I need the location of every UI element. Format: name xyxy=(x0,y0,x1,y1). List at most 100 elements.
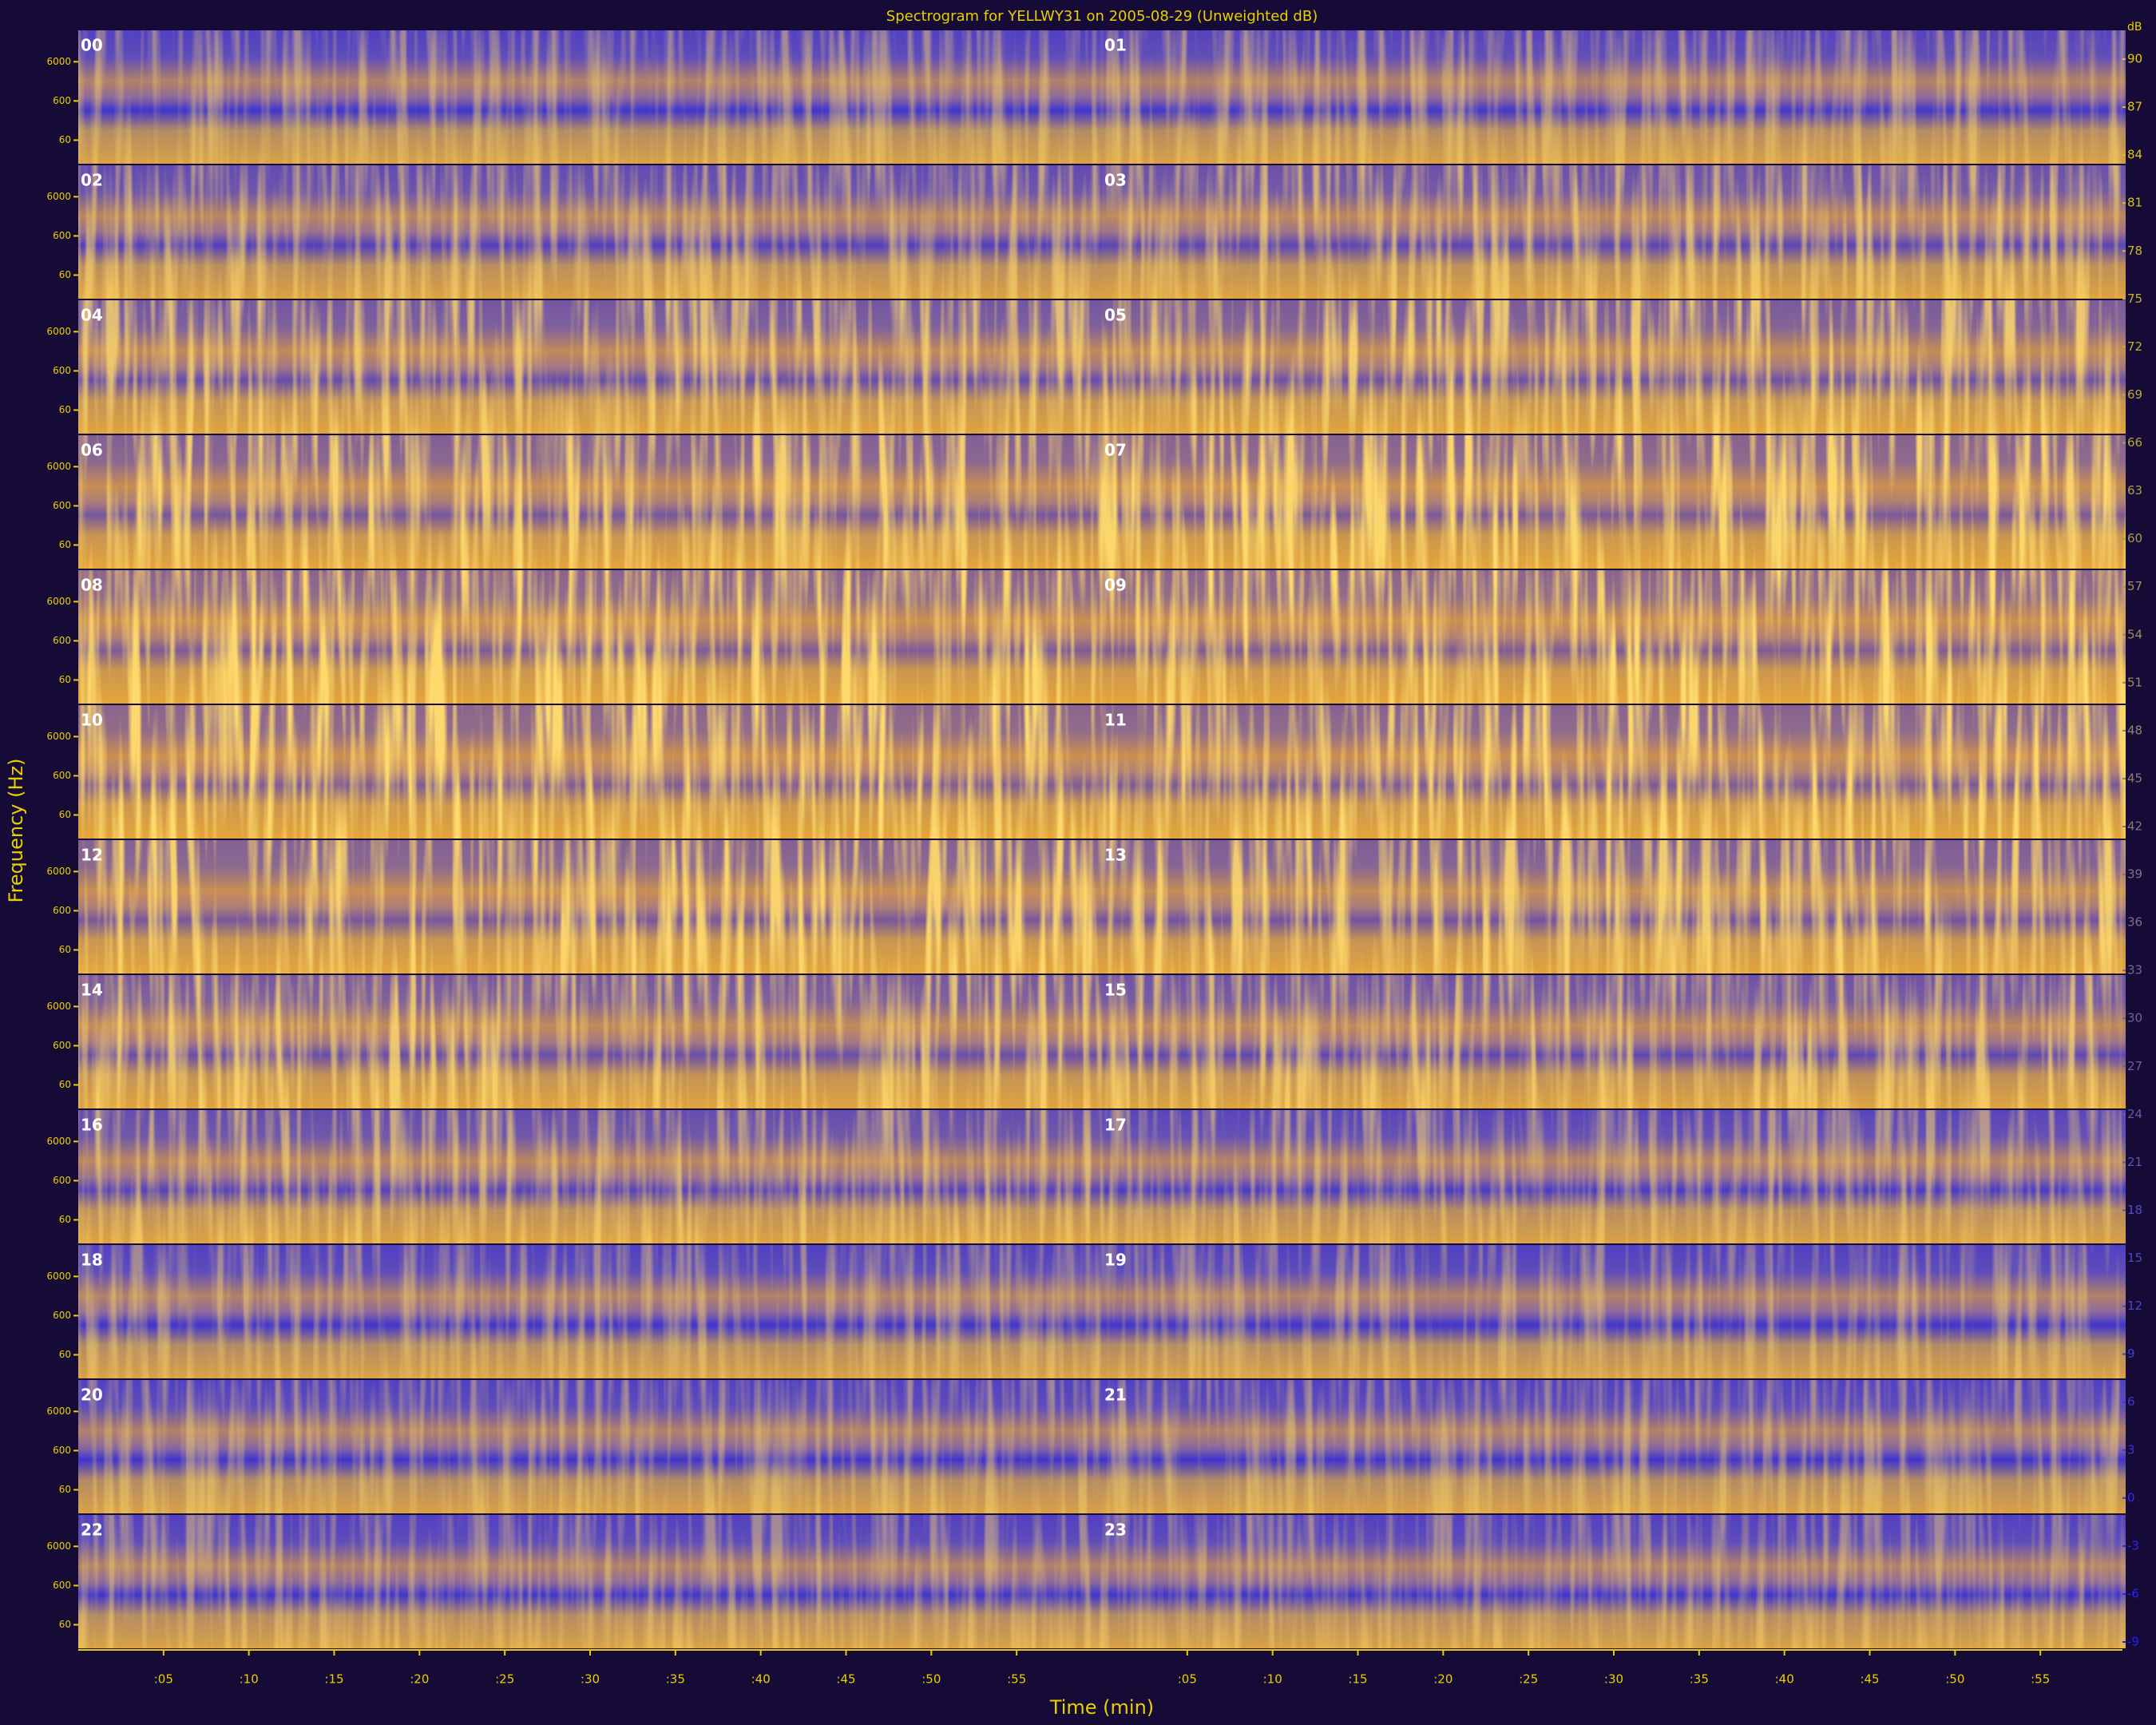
spectrogram-texture xyxy=(1102,1380,2126,1513)
y-tick-label: 600 xyxy=(53,635,71,646)
hour-label: 00 xyxy=(81,36,103,55)
colorbar-tick-label: 18 xyxy=(2127,1203,2142,1217)
colorbar-tick-label: 24 xyxy=(2127,1107,2142,1121)
colorbar-tick-label: 21 xyxy=(2127,1155,2142,1169)
colorbar-tick-label: 69 xyxy=(2127,387,2142,402)
colorbar-tick-label: 3 xyxy=(2127,1442,2135,1457)
spectrogram-texture xyxy=(1102,570,2126,704)
hour-label: 16 xyxy=(81,1116,103,1135)
x-tick-label: :05 xyxy=(1178,1672,1197,1687)
x-tick-label: :30 xyxy=(1604,1672,1623,1687)
colorbar-label: dB xyxy=(2127,21,2142,34)
y-tick-label: 6000 xyxy=(46,461,71,472)
colorbar-tick-label: 66 xyxy=(2127,435,2142,450)
spectrogram-texture xyxy=(1102,1245,2126,1378)
x-tick-label: :55 xyxy=(1007,1672,1026,1687)
y-tick-label: 600 xyxy=(53,1310,71,1321)
colorbar-tick-label: 6 xyxy=(2127,1394,2135,1409)
y-tick-label: 600 xyxy=(53,1580,71,1591)
x-tick-label: :45 xyxy=(836,1672,855,1687)
colorbar-tick-label: 90 xyxy=(2127,52,2142,66)
x-tick-label: :25 xyxy=(495,1672,514,1687)
hour-label: 22 xyxy=(81,1521,103,1540)
y-tick-label: 60 xyxy=(59,944,71,955)
x-tick-label: :30 xyxy=(581,1672,600,1687)
y-axis-label: Frequency (Hz) xyxy=(5,759,27,903)
y-tick-label: 60 xyxy=(59,1214,71,1225)
colorbar-tick-label: 57 xyxy=(2127,579,2142,593)
colorbar-tick-label: 12 xyxy=(2127,1299,2142,1313)
y-tick-label: 6000 xyxy=(46,56,71,67)
colorbar-tick-label: 33 xyxy=(2127,963,2142,978)
y-tick-label: 600 xyxy=(53,95,71,106)
spectrogram-texture xyxy=(78,165,1102,299)
y-tick-label: 600 xyxy=(53,1175,71,1186)
chart-title: Spectrogram for YELLWY31 on 2005-08-29 (… xyxy=(886,8,1318,25)
spectrogram-texture xyxy=(78,840,1102,974)
y-tick-label: 600 xyxy=(53,500,71,511)
hour-label: 19 xyxy=(1104,1251,1127,1270)
colorbar-tick-label: 84 xyxy=(2127,148,2142,162)
x-tick-label: :20 xyxy=(1433,1672,1453,1687)
spectrogram-texture xyxy=(1102,705,2126,839)
hour-label: 01 xyxy=(1104,36,1127,55)
y-tick-label: 600 xyxy=(53,365,71,376)
colorbar-tick-label: 15 xyxy=(2127,1251,2142,1265)
y-tick-label: 60 xyxy=(59,404,71,415)
y-tick-label: 60 xyxy=(59,539,71,550)
y-tick-label: 60 xyxy=(59,1619,71,1630)
x-tick-label: :35 xyxy=(1690,1672,1709,1687)
x-tick-label: :15 xyxy=(1348,1672,1367,1687)
colorbar-tick-label: -3 xyxy=(2127,1538,2139,1552)
y-tick-label: 60 xyxy=(59,269,71,280)
spectrogram-texture xyxy=(78,1515,1102,1648)
spectrogram-texture xyxy=(1102,435,2126,569)
colorbar-tick-label: 63 xyxy=(2127,483,2142,498)
hour-label: 13 xyxy=(1104,846,1127,865)
spectrogram-texture xyxy=(78,435,1102,569)
colorbar-tick-label: 54 xyxy=(2127,627,2142,641)
spectrogram-texture xyxy=(78,1245,1102,1378)
spectrogram-texture xyxy=(1102,30,2126,164)
spectrogram-texture xyxy=(1102,165,2126,299)
y-tick-label: 60 xyxy=(59,674,71,685)
y-tick-label: 6000 xyxy=(46,596,71,607)
y-tick-label: 6000 xyxy=(46,1541,71,1552)
y-tick-label: 60 xyxy=(59,1349,71,1360)
y-tick-label: 6000 xyxy=(46,866,71,877)
x-tick-label: :40 xyxy=(1775,1672,1794,1687)
spectrogram-texture xyxy=(1102,1110,2126,1243)
colorbar-tick-label: -6 xyxy=(2127,1586,2139,1600)
x-tick-label: :45 xyxy=(1860,1672,1879,1687)
colorbar-tick-label: 0 xyxy=(2127,1490,2135,1505)
hour-label: 03 xyxy=(1104,171,1127,190)
hour-label: 02 xyxy=(81,171,103,190)
hour-label: 07 xyxy=(1104,441,1127,460)
x-tick-label: :10 xyxy=(240,1672,259,1687)
y-tick-label: 6000 xyxy=(46,191,71,202)
colorbar-tick-label: 39 xyxy=(2127,867,2142,882)
colorbar-tick-label: 30 xyxy=(2127,1011,2142,1025)
hour-label: 21 xyxy=(1104,1386,1127,1405)
spectrogram-texture xyxy=(78,975,1102,1108)
y-tick-label: 6000 xyxy=(46,1001,71,1012)
colorbar-tick-label: 60 xyxy=(2127,531,2142,545)
spectrogram-texture xyxy=(78,570,1102,704)
hour-label: 04 xyxy=(81,306,103,325)
y-tick-label: 6000 xyxy=(46,731,71,742)
colorbar-tick-label: 81 xyxy=(2127,196,2142,210)
hour-label: 20 xyxy=(81,1386,103,1405)
colorbar-tick-label: 72 xyxy=(2127,339,2142,354)
x-tick-label: :15 xyxy=(324,1672,343,1687)
y-tick-label: 600 xyxy=(53,1040,71,1051)
spectrogram-texture xyxy=(78,300,1102,434)
spectrogram-texture xyxy=(1102,300,2126,434)
spectrogram-texture xyxy=(1102,840,2126,974)
hour-label: 23 xyxy=(1104,1521,1127,1540)
hour-label: 06 xyxy=(81,441,103,460)
hour-label: 17 xyxy=(1104,1116,1127,1135)
colorbar-tick-label: 45 xyxy=(2127,771,2142,785)
y-tick-label: 60 xyxy=(59,809,71,820)
colorbar-tick-label: 78 xyxy=(2127,244,2142,258)
